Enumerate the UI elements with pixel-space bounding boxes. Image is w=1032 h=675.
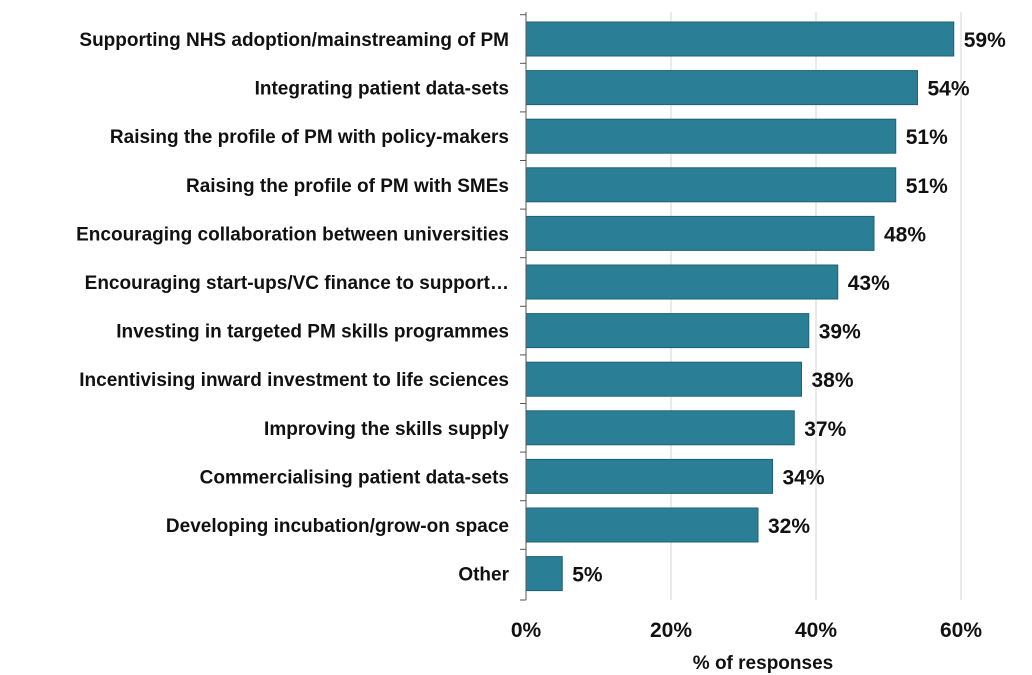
bar <box>525 410 795 446</box>
bar <box>525 556 563 592</box>
category-label: Raising the profile of PM with SMEs <box>186 176 509 197</box>
bar <box>525 21 955 57</box>
bar <box>525 215 875 251</box>
category-label: Raising the profile of PM with policy-ma… <box>110 127 509 148</box>
value-label: 38% <box>812 369 854 392</box>
x-tick-label: 0% <box>511 619 542 642</box>
category-label: Encouraging start-ups/VC finance to supp… <box>85 273 509 294</box>
axes <box>520 12 527 601</box>
value-label: 37% <box>804 418 846 441</box>
category-labels: Supporting NHS adoption/mainstreaming of… <box>76 30 509 586</box>
value-label: 43% <box>848 272 890 295</box>
bars <box>525 21 955 592</box>
value-label: 34% <box>783 466 825 489</box>
bar <box>525 118 897 154</box>
value-label: 54% <box>928 78 970 101</box>
bar <box>525 361 802 397</box>
bar <box>525 458 773 494</box>
bar <box>525 70 918 106</box>
x-tick-label: 20% <box>650 619 692 642</box>
category-label: Commercialising patient data-sets <box>200 467 509 488</box>
category-label: Improving the skills supply <box>264 419 509 440</box>
value-label: 48% <box>884 223 926 246</box>
value-label: 5% <box>572 564 603 587</box>
value-label: 32% <box>768 515 810 538</box>
value-label: 59% <box>964 29 1006 52</box>
grid-lines <box>670 12 962 600</box>
value-label: 51% <box>906 126 948 149</box>
bar <box>525 167 897 203</box>
category-label: Encouraging collaboration between univer… <box>76 224 509 245</box>
category-label: Incentivising inward investment to life … <box>79 370 509 391</box>
bar <box>525 507 759 543</box>
value-label: 51% <box>906 175 948 198</box>
bar <box>525 313 810 349</box>
category-label: Supporting NHS adoption/mainstreaming of… <box>79 30 509 51</box>
category-label: Other <box>458 565 509 586</box>
x-axis-title: % of responses <box>693 653 833 674</box>
x-tick-label: 60% <box>940 619 982 642</box>
value-label: 39% <box>819 321 861 344</box>
category-label: Developing incubation/grow-on space <box>166 516 509 537</box>
category-label: Investing in targeted PM skills programm… <box>116 322 509 343</box>
bar <box>525 264 839 300</box>
value-labels: 59% 54% 51% 51% 48% 43% 39% 38% 37% 34% 32% 5% <box>572 29 1006 587</box>
x-tick-label: 40% <box>795 619 837 642</box>
category-label: Integrating patient data-sets <box>255 79 509 100</box>
x-tick-labels: 0% 20% 40% 60% <box>511 619 983 642</box>
